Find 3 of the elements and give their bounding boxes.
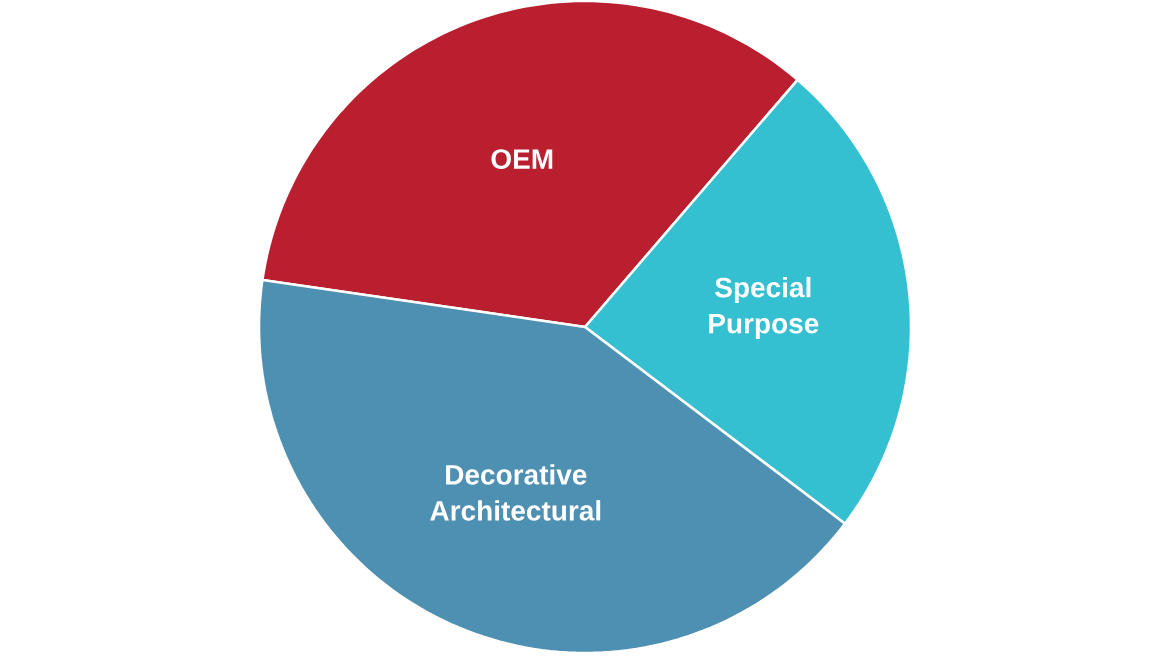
slice-label: Decorative Architectural bbox=[430, 464, 601, 521]
slice-label: Special Purpose bbox=[709, 276, 819, 339]
slice-label: OEM bbox=[491, 149, 553, 169]
